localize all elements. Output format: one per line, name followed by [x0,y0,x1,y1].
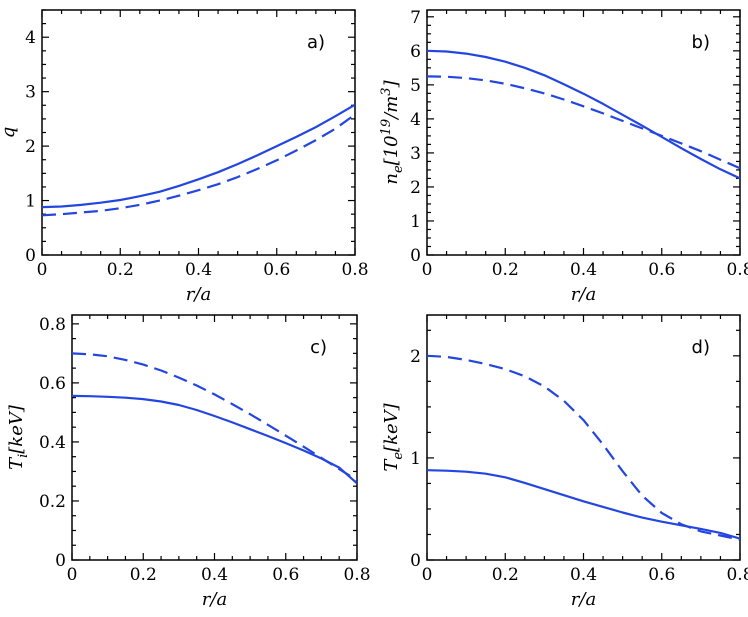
x-tick-label: 0.6 [272,565,299,585]
y-tick-label: 1 [410,212,421,232]
series-line-solid [72,394,357,485]
y-tick-label: 4 [25,28,36,48]
x-tick-label: 0.2 [107,260,134,280]
y-tick-label: 1 [410,449,421,469]
chart-panel-b: 0 0.2 0.4 0.6 0.8 0 1 2 3 4 5 6 7 r/a ne[1019/m3] b) [379,8,748,305]
x-tick-label: 0.8 [341,260,368,280]
chart-panel-c: 0 0.2 0.4 0.6 0.8 0 0.2 0.4 0.6 0.8 r/a Ti[keV] c) [6,314,371,610]
x-axis-label: r/a [571,284,596,305]
y-tick-label: 7 [410,8,421,28]
x-axis-label: r/a [186,284,211,305]
y-tick-label: 2 [25,137,36,157]
y-tick-label: 0 [410,551,421,571]
x-tick-label: 0 [422,260,433,280]
y-tick-label: 0.4 [39,433,66,453]
y-tick-label: 5 [410,76,421,96]
y-axis-label: Ti[keV] [6,404,31,470]
x-tick-label: 0.8 [726,260,748,280]
y-tick-label: 0 [55,551,66,571]
series-line-solid [42,103,355,209]
y-tick-label: 0.6 [39,374,66,394]
chart-panel-d: 0 0.2 0.4 0.6 0.8 0 1 2 r/a Te[keV] d) [381,314,748,610]
series-line-dashed [72,352,357,482]
y-tick-label: 6 [410,42,421,62]
y-tick-label: 4 [410,110,421,130]
y-tick-label: 3 [25,83,36,103]
x-tick-label: 0.4 [570,260,597,280]
x-tick-label: 0.4 [570,565,597,585]
panel-label: c) [310,337,327,358]
x-tick-label: 0.2 [492,565,519,585]
y-axis-label: q [0,127,19,139]
x-axis-label: r/a [202,589,227,610]
x-axis-label: r/a [571,589,596,610]
y-tick-label: 0.8 [39,315,66,335]
chart-panel-a: 0 0.2 0.4 0.6 0.8 0 1 2 3 4 r/a q a) [0,9,369,305]
series-line-solid [427,469,740,540]
x-tick-label: 0.2 [492,260,519,280]
x-tick-label: 0.8 [726,565,748,585]
y-tick-label: 3 [410,144,421,164]
panel-label: a) [307,32,325,53]
series-line-dashed [42,113,355,217]
y-axis-label: Te[keV] [381,402,406,471]
panel-label: d) [692,337,710,358]
x-tick-label: 0.6 [263,260,290,280]
x-tick-label: 0 [422,565,433,585]
x-tick-label: 0.4 [185,260,212,280]
y-tick-label: 0 [410,246,421,266]
x-tick-label: 0.8 [343,565,370,585]
y-axis-label: ne[1019/m3] [379,79,406,184]
series-line-dashed [427,75,740,170]
y-tick-label: 0.2 [39,492,66,512]
y-tick-label: 0 [25,246,36,266]
x-tick-label: 0.6 [648,565,675,585]
y-tick-label: 2 [410,347,421,367]
panel-label: b) [692,32,710,53]
y-tick-label: 1 [25,192,36,212]
x-tick-label: 0 [67,565,78,585]
x-tick-label: 0 [37,260,48,280]
series-line-dashed [427,354,740,541]
x-tick-label: 0.6 [648,260,675,280]
y-tick-label: 2 [410,178,421,198]
x-tick-label: 0.2 [130,565,157,585]
series-line-solid [427,49,740,180]
x-tick-label: 0.4 [201,565,228,585]
